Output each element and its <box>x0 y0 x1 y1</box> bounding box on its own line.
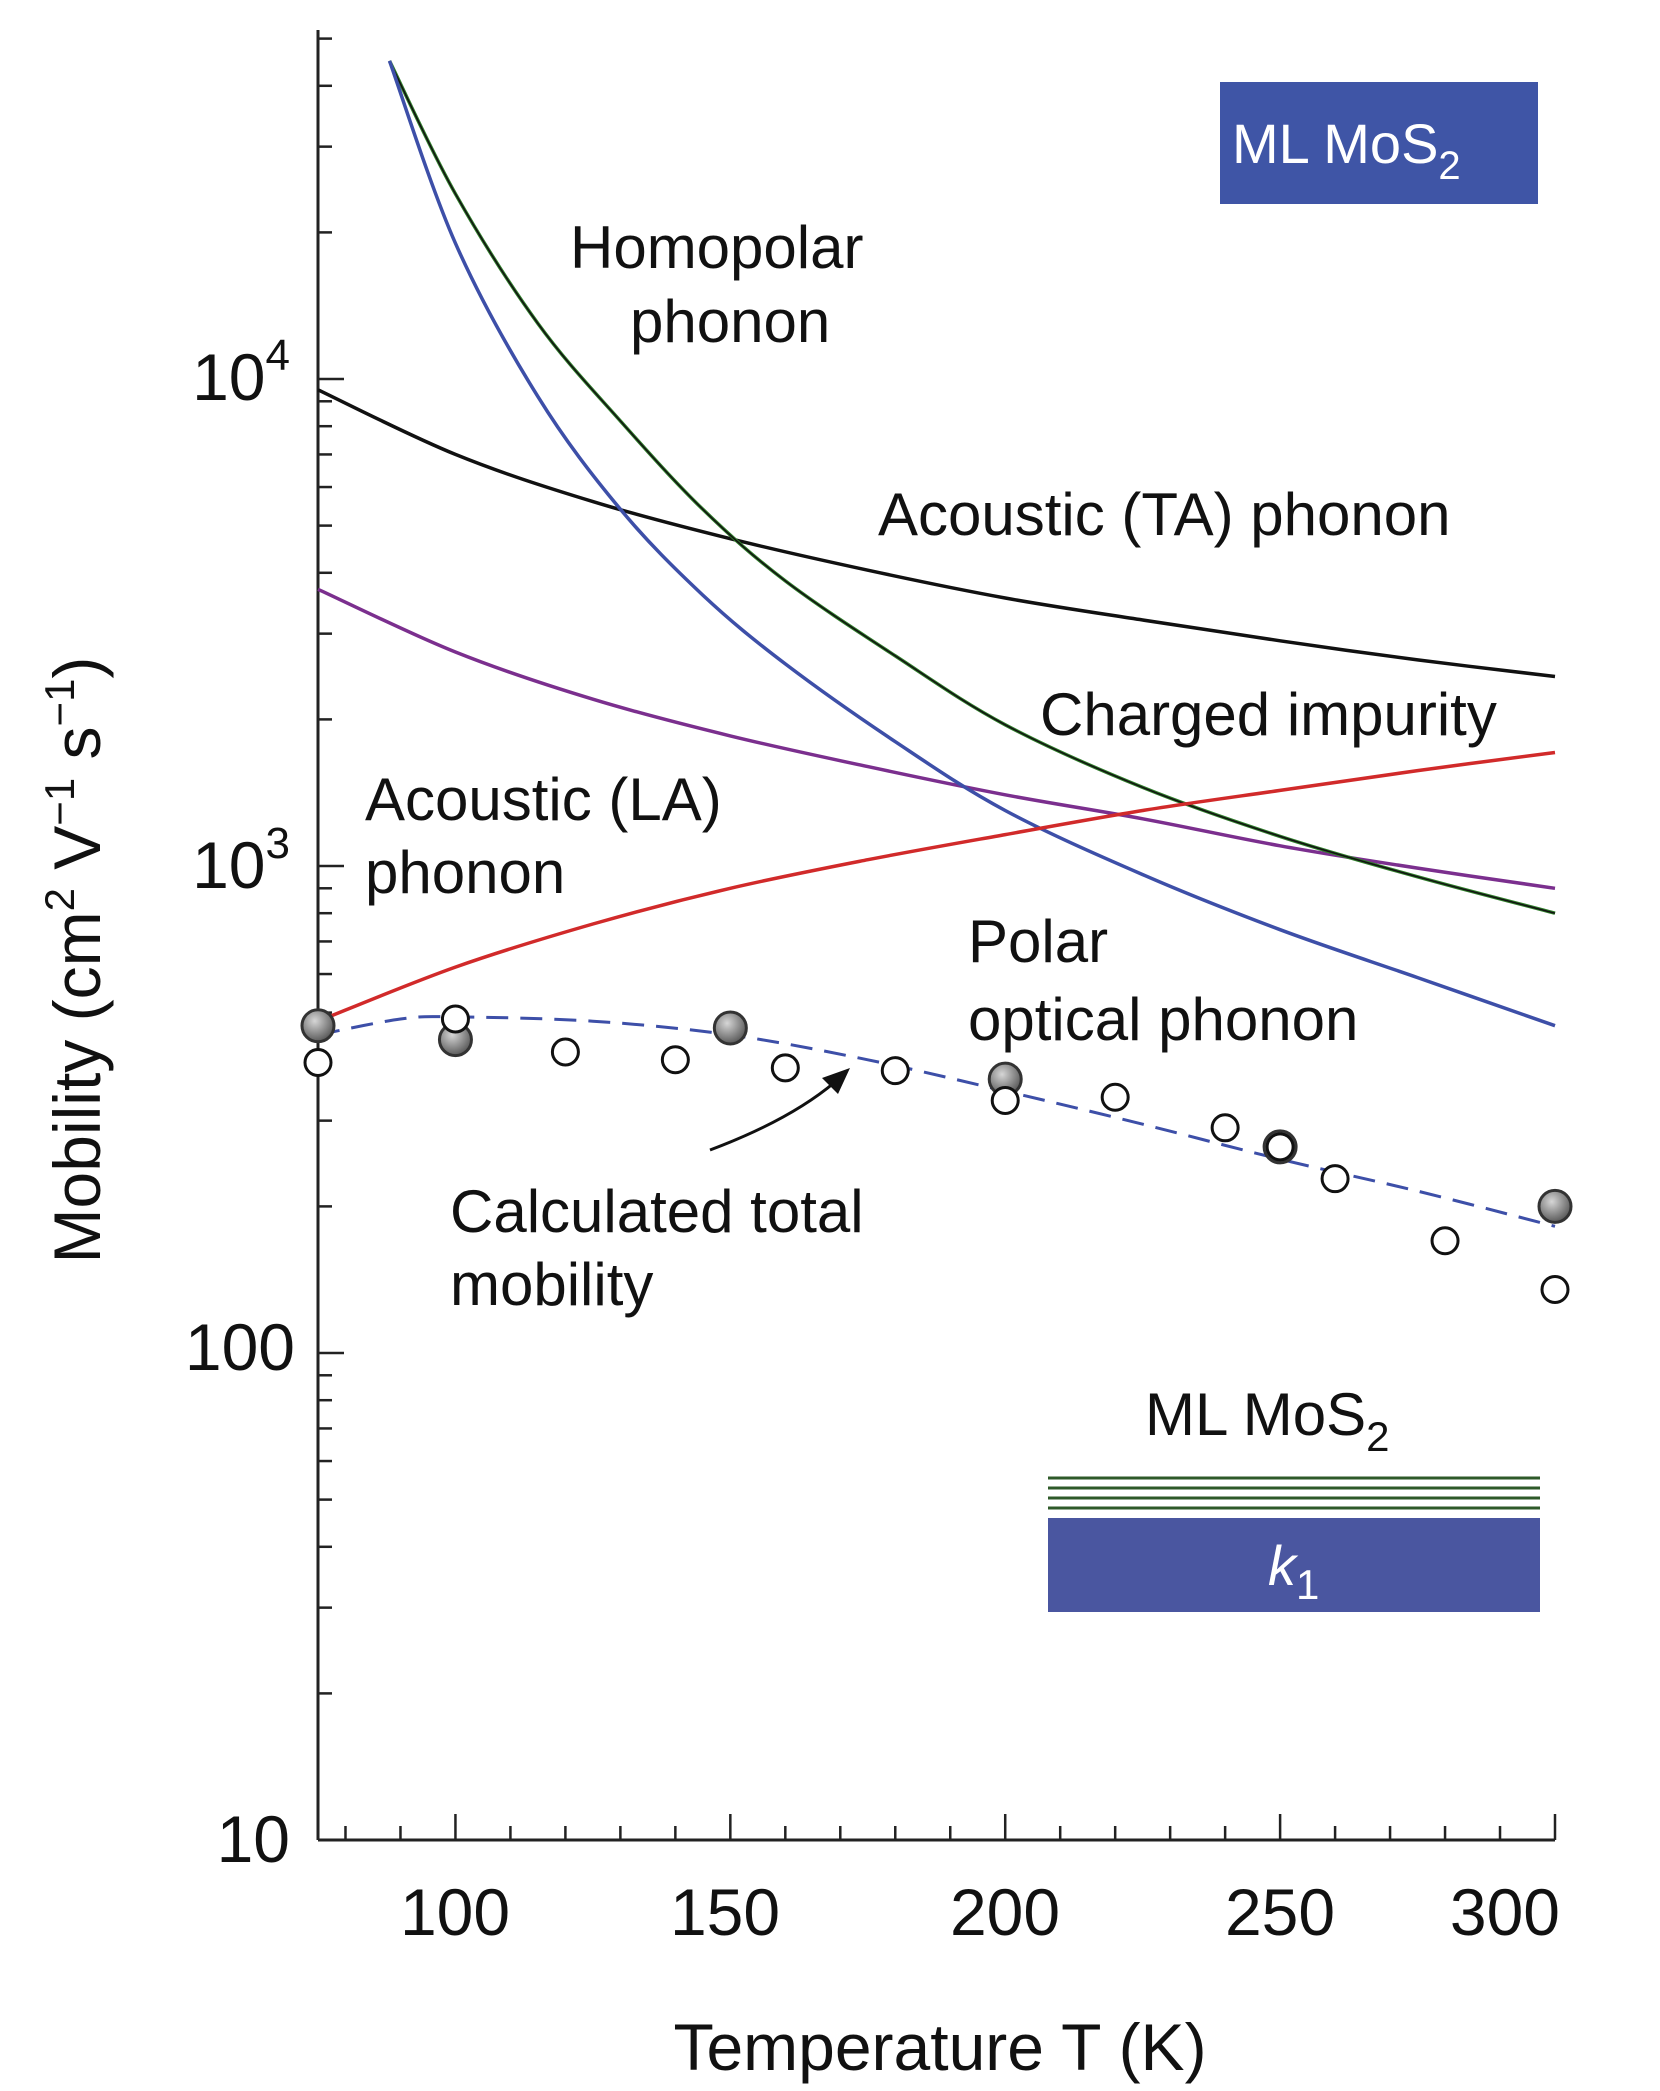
measured-point-open <box>303 1047 333 1077</box>
measured-point-open <box>1540 1275 1570 1305</box>
label-acoustic-la-line1: Acoustic (LA) <box>365 766 722 833</box>
measured-point-open <box>440 1004 470 1034</box>
data-points <box>300 1004 1573 1305</box>
inset-label: ML MoS2 <box>1145 1381 1390 1460</box>
total-arrowhead-icon <box>822 1068 850 1094</box>
inset-mos2-layers <box>1048 1476 1540 1510</box>
measured-point-open <box>1265 1132 1295 1162</box>
x-axis-title: Temperature T (K) <box>673 2010 1206 2084</box>
series-acoustic-ta <box>317 388 1556 679</box>
label-total-line1: Calculated total <box>450 1178 864 1245</box>
y-axis-title: Mobility (cm2 V−1 s−1) <box>36 657 114 1264</box>
measured-point-filled <box>712 1010 748 1046</box>
measured-point-open <box>550 1037 580 1067</box>
legend-box <box>1220 82 1538 204</box>
label-polar-line2: optical phonon <box>968 986 1358 1053</box>
x-tick-label-250: 250 <box>1225 1875 1335 1949</box>
total-arrow <box>709 1080 836 1152</box>
series-homopolar-core <box>388 60 1556 914</box>
inset-substrate <box>1048 1518 1540 1612</box>
measured-point-open <box>1320 1164 1350 1194</box>
y-tick-label-10000: 104 <box>192 331 290 414</box>
label-acoustic-la-line2: phonon <box>365 839 565 906</box>
series-charged-impurity <box>317 750 1556 1023</box>
measured-point-open <box>990 1085 1020 1115</box>
measured-point-open <box>660 1045 690 1075</box>
x-tick-label-200: 200 <box>950 1875 1060 1949</box>
measured-point-filled <box>300 1008 336 1044</box>
y-tick-label-10: 10 <box>217 1802 290 1876</box>
label-homopolar-line1: Homopolar <box>570 214 863 281</box>
label-charged-impurity: Charged impurity <box>1040 681 1497 748</box>
label-acoustic-ta: Acoustic (TA) phonon <box>878 481 1451 548</box>
measured-point-filled <box>1537 1188 1573 1224</box>
label-homopolar-line2: phonon <box>630 288 830 355</box>
label-polar-line1: Polar <box>968 908 1108 975</box>
measured-point-open <box>770 1053 800 1083</box>
measured-point-open <box>1100 1082 1130 1112</box>
y-tick-label-100: 100 <box>185 1310 295 1384</box>
y-tick-label-1000: 103 <box>192 819 290 902</box>
x-tick-label-300: 300 <box>1450 1875 1560 1949</box>
measured-point-open <box>1210 1113 1240 1143</box>
label-total-line2: mobility <box>450 1251 653 1318</box>
measured-point-open <box>1430 1226 1460 1256</box>
legend-box-text: ML MoS2 <box>1232 112 1461 188</box>
x-tick-label-150: 150 <box>670 1875 780 1949</box>
series-polar-optical <box>387 60 1556 1028</box>
inset-substrate-label: k1 <box>1268 1534 1319 1608</box>
x-tick-label-100: 100 <box>400 1875 510 1949</box>
measured-point-open <box>880 1056 910 1086</box>
